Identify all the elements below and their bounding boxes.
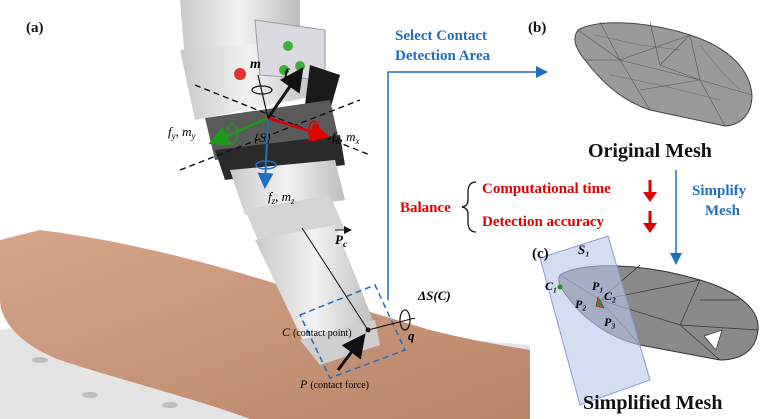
contact-point-dot [365, 327, 371, 333]
q-label: q [408, 328, 415, 343]
p2-label: P₂ [575, 297, 587, 311]
plane-s1-label: S₁ [578, 242, 590, 257]
c1-label: C₁ [545, 279, 557, 293]
forearm [0, 230, 530, 419]
q-line [367, 317, 416, 331]
p1-label: P₁ [592, 279, 604, 293]
simplify-label-line1: Simplify [692, 183, 747, 199]
original-mesh-caption: Original Mesh [588, 140, 712, 162]
original-mesh [574, 21, 753, 127]
select-area-arrow [387, 66, 548, 300]
c2-label: C₂ [604, 289, 616, 303]
c1-point [557, 284, 563, 290]
pc-vector [301, 227, 369, 331]
down-arrow-time [643, 180, 657, 202]
fx-label: fx, mx [332, 129, 360, 146]
fx-arrow [267, 116, 330, 142]
balance-brace [461, 181, 477, 233]
f-label: f [284, 67, 290, 82]
down-arrow-accuracy [643, 211, 657, 233]
plane-s1 [539, 235, 651, 406]
m-label: m [250, 57, 261, 72]
panel-label-c: (c) [532, 246, 549, 262]
f-arrow [266, 67, 304, 119]
pc-label: Pc [335, 232, 347, 249]
fy-arrow [208, 116, 269, 146]
select-area-label-line1: Select Contact [395, 28, 487, 44]
delta-s-label: ΔS(C) [417, 288, 451, 303]
select-area-label-line2: Detection Area [395, 48, 491, 64]
contact-point-label: C (contact point) [282, 325, 352, 339]
computational-time-label: Computational time [482, 181, 611, 197]
ds-rotation [399, 309, 411, 331]
fz-arrow [257, 117, 274, 189]
mz-rotation [255, 160, 277, 170]
fy-label: fy, my [168, 124, 196, 141]
panel-label-b: (b) [528, 20, 546, 36]
m-rotation [251, 85, 273, 95]
m-axis [257, 74, 269, 119]
simplified-mesh-caption: Simplified Mesh [583, 392, 722, 414]
contact-force-arrow [336, 333, 366, 371]
simplify-label-line2: Mesh [705, 203, 741, 219]
c2-point [598, 302, 602, 306]
frame-s-label: {S} [254, 130, 272, 145]
my-rotation [226, 123, 238, 145]
fz-label: fz, mz [268, 189, 295, 206]
robot-arm [180, 0, 380, 365]
mx-rotation [308, 120, 320, 142]
detection-accuracy-label: Detection accuracy [482, 214, 605, 230]
balance-label: Balance [400, 200, 451, 216]
contact-force-label: P (contact force) [299, 377, 369, 391]
contact-detection-box [298, 284, 407, 379]
panel-label-a: (a) [26, 20, 44, 36]
p3-label: P₃ [604, 315, 616, 329]
